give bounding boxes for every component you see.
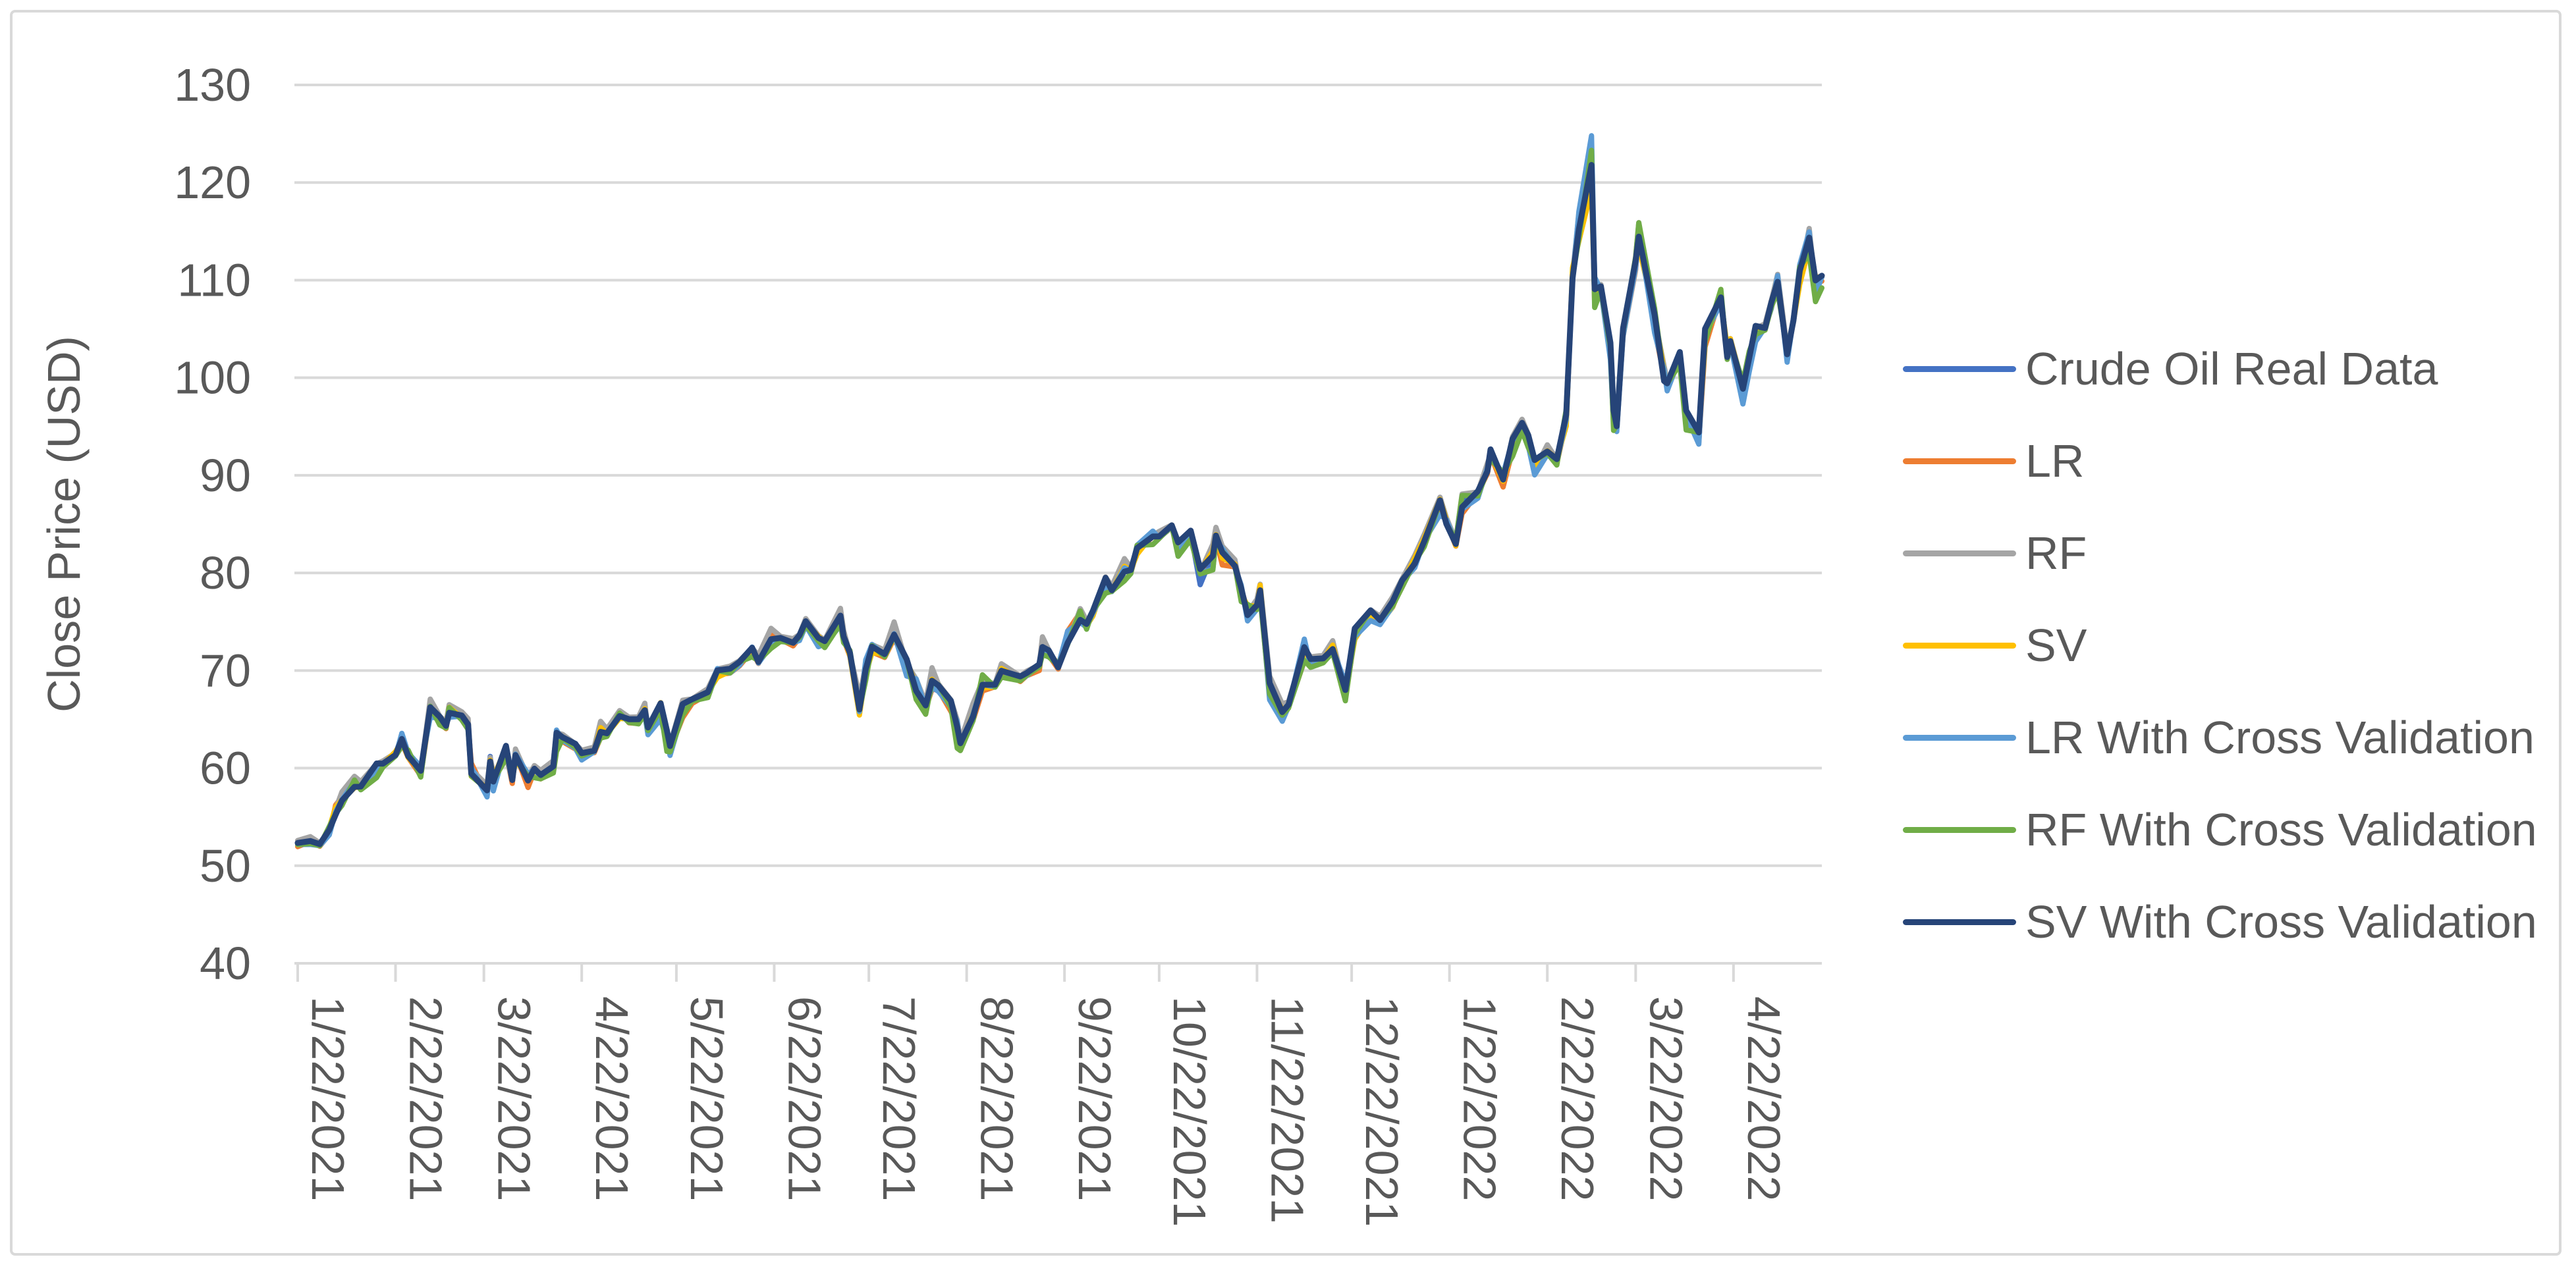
x-tick-label: 3/22/2022 xyxy=(1640,996,1691,1201)
y-tick-label: 50 xyxy=(200,840,251,892)
legend-label: RF xyxy=(2025,527,2087,579)
y-tick-label: 100 xyxy=(174,352,251,404)
x-tick-labels: 1/22/2021 2/22/2021 3/22/2021 4/22/2021 5/22… xyxy=(302,996,1790,1227)
x-tick-label: 7/22/2021 xyxy=(873,996,925,1201)
series-line-sv-with-cross-validation xyxy=(294,162,1825,847)
y-tick-label: 90 xyxy=(200,450,251,501)
x-tick-label: 2/22/2021 xyxy=(400,996,452,1201)
legend-line-swatch xyxy=(1903,734,2016,741)
x-axis xyxy=(296,963,1735,982)
plot-area: 40 50 60 70 80 90 100 110 120 130 1/22/2021 2/22/2… xyxy=(38,59,1825,1227)
legend-line-swatch xyxy=(1903,365,2016,372)
y-tick-label: 120 xyxy=(174,157,251,208)
legend-item-rf: RF xyxy=(1903,517,2087,589)
legend-line-swatch xyxy=(1903,642,2016,649)
legend-item-crude-oil-real-data: Crude Oil Real Data xyxy=(1903,333,2438,405)
x-tick-label: 6/22/2021 xyxy=(779,996,830,1201)
legend-item-sv: SV xyxy=(1903,609,2087,681)
x-tick-label: 12/22/2021 xyxy=(1356,996,1408,1227)
y-tick-label: 40 xyxy=(200,938,251,989)
x-tick-label: 11/22/2021 xyxy=(1261,996,1313,1223)
x-tick-label: 9/22/2021 xyxy=(1069,996,1120,1201)
legend-label: Crude Oil Real Data xyxy=(2025,343,2438,394)
legend-label: RF With Cross Validation xyxy=(2025,804,2537,855)
legend-item-lr: LR xyxy=(1903,425,2084,497)
x-tick-label: 8/22/2021 xyxy=(972,996,1023,1201)
x-tick-label: 3/22/2021 xyxy=(489,996,540,1201)
x-tick-label: 2/22/2022 xyxy=(1552,996,1603,1201)
x-tick-label: 10/22/2021 xyxy=(1164,996,1215,1227)
y-axis-title: Close Price (USD) xyxy=(38,336,90,712)
chart-frame[interactable]: 40 50 60 70 80 90 100 110 120 130 1/22/2021 2/22/2… xyxy=(10,10,2562,1256)
legend-label: LR xyxy=(2025,435,2085,487)
y-tick-labels: 40 50 60 70 80 90 100 110 120 130 xyxy=(174,59,251,989)
legend-label: SV With Cross Validation xyxy=(2025,896,2537,948)
legend-item-sv-with-cross-validation: SV With Cross Validation xyxy=(1903,886,2537,958)
y-tick-label: 60 xyxy=(200,743,251,794)
legend-label: LR With Cross Validation xyxy=(2025,712,2535,763)
y-tick-label: 70 xyxy=(200,645,251,696)
x-tick-label: 1/22/2021 xyxy=(302,996,354,1201)
y-tick-label: 110 xyxy=(177,254,251,306)
series-lines xyxy=(294,133,1825,849)
legend-item-rf-with-cross-validation: RF With Cross Validation xyxy=(1903,793,2537,866)
y-tick-label: 80 xyxy=(200,547,251,599)
legend-item-lr-with-cross-validation: LR With Cross Validation xyxy=(1903,701,2535,774)
y-tick-label: 130 xyxy=(174,59,251,111)
legend-line-swatch xyxy=(1903,919,2016,925)
legend-line-swatch xyxy=(1903,550,2016,556)
x-tick-label: 4/22/2022 xyxy=(1738,996,1790,1201)
x-tick-label: 1/22/2022 xyxy=(1454,996,1506,1201)
legend-line-swatch xyxy=(1903,458,2016,464)
legend-line-swatch xyxy=(1903,826,2016,833)
x-tick-label: 4/22/2021 xyxy=(586,996,638,1201)
x-tick-label: 5/22/2021 xyxy=(681,996,732,1201)
legend-label: SV xyxy=(2025,620,2087,671)
